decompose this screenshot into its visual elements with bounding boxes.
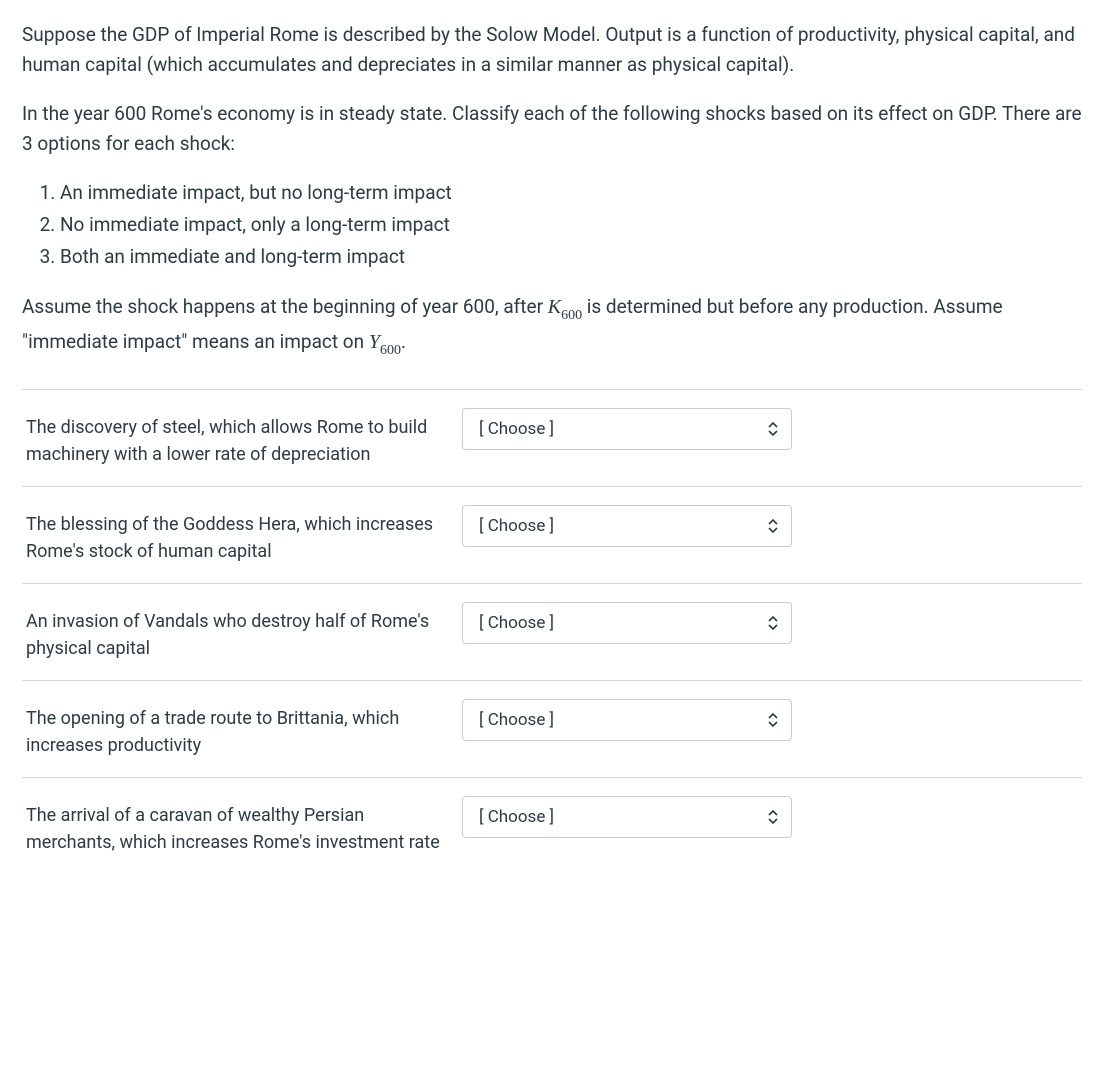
math-K-sub: 600: [561, 308, 582, 323]
assume-text-suffix: .: [401, 330, 406, 353]
assume-text-prefix: Assume the shock happens at the beginnin…: [22, 295, 548, 318]
question-row: The arrival of a caravan of wealthy Pers…: [22, 778, 1082, 860]
answer-select[interactable]: [ Choose ]: [462, 408, 792, 450]
math-Y-sub: 600: [380, 343, 401, 358]
select-wrapper: [ Choose ]: [462, 602, 792, 644]
intro-paragraph-2: In the year 600 Rome's economy is in ste…: [22, 99, 1082, 160]
select-wrapper: [ Choose ]: [462, 408, 792, 450]
select-placeholder-text: [ Choose ]: [479, 610, 554, 637]
intro-paragraph-1: Suppose the GDP of Imperial Rome is desc…: [22, 20, 1082, 81]
select-placeholder-text: [ Choose ]: [479, 513, 554, 540]
assume-paragraph: Assume the shock happens at the beginnin…: [22, 291, 1082, 361]
select-placeholder-text: [ Choose ]: [479, 804, 554, 831]
answer-select[interactable]: [ Choose ]: [462, 699, 792, 741]
option-item-2: No immediate impact, only a long-term im…: [60, 210, 1082, 240]
question-label: The arrival of a caravan of wealthy Pers…: [26, 796, 446, 856]
question-row: The opening of a trade route to Brittani…: [22, 681, 1082, 778]
questions-container: The discovery of steel, which allows Rom…: [22, 389, 1082, 860]
options-list: An immediate impact, but no long-term im…: [22, 178, 1082, 273]
answer-select[interactable]: [ Choose ]: [462, 602, 792, 644]
question-body: Suppose the GDP of Imperial Rome is desc…: [22, 20, 1082, 860]
select-wrapper: [ Choose ]: [462, 505, 792, 547]
question-row: An invasion of Vandals who destroy half …: [22, 584, 1082, 681]
answer-select[interactable]: [ Choose ]: [462, 796, 792, 838]
question-label: An invasion of Vandals who destroy half …: [26, 602, 446, 662]
question-label: The blessing of the Goddess Hera, which …: [26, 505, 446, 565]
select-wrapper: [ Choose ]: [462, 796, 792, 838]
answer-select[interactable]: [ Choose ]: [462, 505, 792, 547]
question-row: The discovery of steel, which allows Rom…: [22, 390, 1082, 487]
option-item-1: An immediate impact, but no long-term im…: [60, 178, 1082, 208]
option-item-3: Both an immediate and long-term impact: [60, 242, 1082, 272]
question-row: The blessing of the Goddess Hera, which …: [22, 487, 1082, 584]
question-label: The discovery of steel, which allows Rom…: [26, 408, 446, 468]
select-placeholder-text: [ Choose ]: [479, 707, 554, 734]
math-K-var: K: [548, 296, 561, 318]
math-Y-var: Y: [369, 331, 380, 353]
question-label: The opening of a trade route to Brittani…: [26, 699, 446, 759]
select-placeholder-text: [ Choose ]: [479, 416, 554, 443]
select-wrapper: [ Choose ]: [462, 699, 792, 741]
